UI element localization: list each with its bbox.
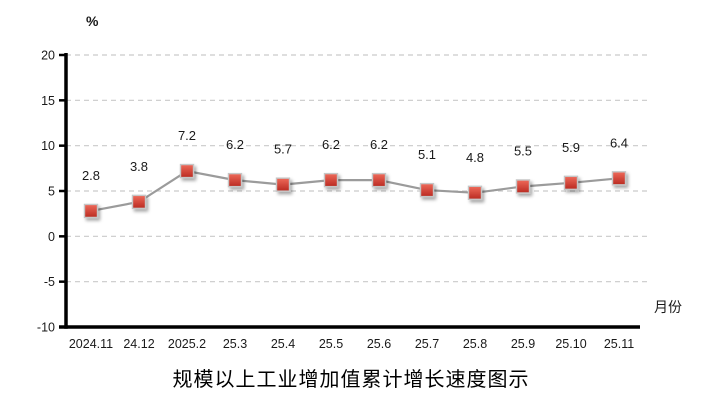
data-point-marker [131, 194, 147, 210]
x-axis-tick-label: 25.4 [271, 337, 295, 351]
data-point-label: 6.2 [370, 137, 388, 152]
y-axis-tick-label: 10 [41, 139, 55, 153]
data-point-marker [83, 203, 99, 219]
line-chart: -10 -5 0 5 10 15 20 2024.11 24.12 2025.2 25.3 25.4 2… [37, 49, 648, 351]
y-axis-tick-label: 15 [41, 94, 55, 108]
x-axis-tick-label: 2025.2 [168, 337, 206, 351]
data-point-label: 5.5 [514, 143, 532, 158]
x-axis-tick-label: 2024.11 [69, 337, 113, 351]
data-point-label: 2.8 [82, 168, 100, 183]
data-point-marker [419, 182, 435, 198]
y-axis-tick-label: 20 [41, 49, 55, 63]
y-axis-unit-label: % [86, 13, 99, 29]
data-point-label: 5.7 [274, 142, 292, 157]
chart-title: 规模以上工业增加值累计增长速度图示 [172, 369, 530, 391]
x-axis-tick-label: 25.5 [319, 337, 343, 351]
data-point-label: 6.4 [610, 135, 628, 150]
data-point-label: 5.1 [418, 147, 436, 162]
y-axis-tick-label: 5 [48, 185, 55, 199]
x-axis-title: 月份 [654, 299, 682, 315]
data-point-label: 7.2 [178, 128, 196, 143]
data-point-marker [323, 172, 339, 188]
data-point-marker [179, 163, 195, 179]
data-point-label: 5.9 [562, 140, 580, 155]
y-axis-tick-label: 0 [48, 230, 55, 244]
data-point-label: 6.2 [226, 137, 244, 152]
data-point-label: 3.8 [130, 159, 148, 174]
data-point-marker [227, 172, 243, 188]
data-point-marker [515, 179, 531, 194]
data-point-marker [371, 172, 387, 188]
data-point-marker [467, 185, 483, 201]
x-axis-tick-label: 25.6 [367, 337, 391, 351]
y-axis-tick-label: -10 [37, 321, 55, 335]
data-point-label: 4.8 [466, 150, 484, 165]
x-axis-tick-label: 25.3 [223, 337, 247, 351]
data-point-marker [563, 175, 579, 191]
data-point-marker [611, 171, 627, 186]
data-series-line [90, 169, 620, 213]
x-axis-tick-label: 25.10 [555, 337, 586, 351]
y-axis-tick-label: -5 [44, 275, 55, 289]
x-axis-tick-label: 25.11 [604, 337, 634, 351]
x-axis-tick-label: 25.9 [511, 337, 535, 351]
x-axis-tick-label: 25.7 [415, 337, 439, 351]
x-axis-tick-label: 24.12 [123, 337, 154, 351]
data-point-label: 6.2 [322, 137, 340, 152]
data-point-marker [275, 177, 291, 192]
x-axis-tick-label: 25.8 [463, 337, 487, 351]
